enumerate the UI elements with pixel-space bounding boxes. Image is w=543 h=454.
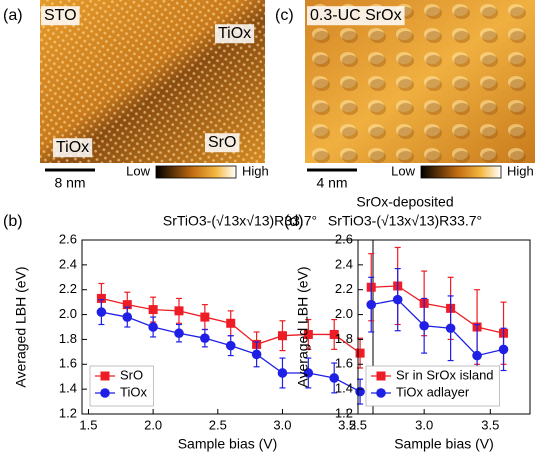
marker <box>393 295 403 305</box>
panel-label: (d) <box>284 213 304 230</box>
y-tick-label: 2.2 <box>335 281 353 296</box>
chart-title: SrOx-deposited <box>356 194 453 210</box>
image-label: TiOx <box>56 139 89 156</box>
marker <box>122 312 132 322</box>
legend-marker <box>101 372 110 381</box>
marker <box>226 319 235 328</box>
colorbar-low: Low <box>391 163 415 178</box>
x-tick-label: 1.5 <box>79 417 97 432</box>
marker <box>97 307 107 317</box>
marker <box>278 368 288 378</box>
legend-label: TiOx adlayer <box>396 384 470 399</box>
legend-marker <box>377 372 386 381</box>
x-axis-label: Sample bias (V) <box>394 436 494 452</box>
marker <box>226 341 236 351</box>
marker <box>278 331 287 340</box>
y-tick-label: 2.2 <box>59 281 77 296</box>
x-tick-label: 3.0 <box>273 417 291 432</box>
x-tick-label: 2.5 <box>209 417 227 432</box>
y-tick-label: 2.0 <box>59 306 77 321</box>
y-axis-label: Averaged LBH (eV) <box>13 266 29 387</box>
scale-label: 4 nm <box>316 175 347 191</box>
marker <box>174 328 184 338</box>
marker <box>355 387 365 397</box>
figure: (a) STO TiOx TiOx SrO 8 nm Low High (c) 0.3-UC Sr… <box>0 0 543 454</box>
colorbar-high: High <box>242 163 269 178</box>
y-tick-label: 2.6 <box>335 231 353 246</box>
colorbar <box>421 166 501 178</box>
scale-label: 8 nm <box>54 175 85 191</box>
series-line <box>371 286 503 333</box>
chart-title: SrTiO3-(√13x√13)R33.7° <box>328 213 482 229</box>
legend-marker <box>376 388 386 398</box>
marker <box>356 349 365 358</box>
colorbar <box>156 166 236 178</box>
marker <box>366 300 376 310</box>
x-tick-label: 2.5 <box>349 417 367 432</box>
series-line <box>371 300 503 356</box>
marker <box>148 322 158 332</box>
marker <box>149 305 158 314</box>
colorbar-low: Low <box>126 163 150 178</box>
marker <box>446 323 456 333</box>
image-label: STO <box>44 7 77 24</box>
marker <box>419 321 429 331</box>
panel-label: (c) <box>275 7 294 24</box>
panel-label: (b) <box>3 213 23 230</box>
image-label: TiOx <box>218 25 251 42</box>
x-tick-label: 3.5 <box>481 417 499 432</box>
legend-label: TiOx <box>120 384 147 399</box>
y-tick-label: 1.6 <box>59 356 77 371</box>
x-tick-label: 3.0 <box>415 417 433 432</box>
image-label: 0.3-UC SrOx <box>310 7 402 24</box>
marker <box>499 345 509 355</box>
x-tick-label: 2.0 <box>144 417 162 432</box>
legend-marker <box>100 388 110 398</box>
y-tick-label: 1.8 <box>335 331 353 346</box>
legend-label: SrO <box>120 367 143 382</box>
marker <box>175 306 184 315</box>
y-tick-label: 1.6 <box>335 356 353 371</box>
legend-label: Sr in SrOx island <box>396 367 494 382</box>
y-tick-label: 1.4 <box>335 381 353 396</box>
y-tick-label: 2.0 <box>335 306 353 321</box>
marker <box>200 333 210 343</box>
y-tick-label: 2.4 <box>335 256 353 271</box>
y-tick-label: 2.6 <box>59 231 77 246</box>
y-tick-label: 2.4 <box>59 256 77 271</box>
y-tick-label: 1.8 <box>59 331 77 346</box>
colorbar-high: High <box>507 163 534 178</box>
x-axis-label: Sample bias (V) <box>178 436 278 452</box>
marker <box>472 351 482 361</box>
y-tick-label: 1.2 <box>59 405 77 420</box>
marker <box>252 350 262 360</box>
marker <box>200 313 209 322</box>
y-tick-label: 1.4 <box>59 381 77 396</box>
image-label: SrO <box>208 134 236 151</box>
y-axis-label: Averaged LBH (eV) <box>295 266 311 387</box>
panel-label: (a) <box>3 7 23 24</box>
